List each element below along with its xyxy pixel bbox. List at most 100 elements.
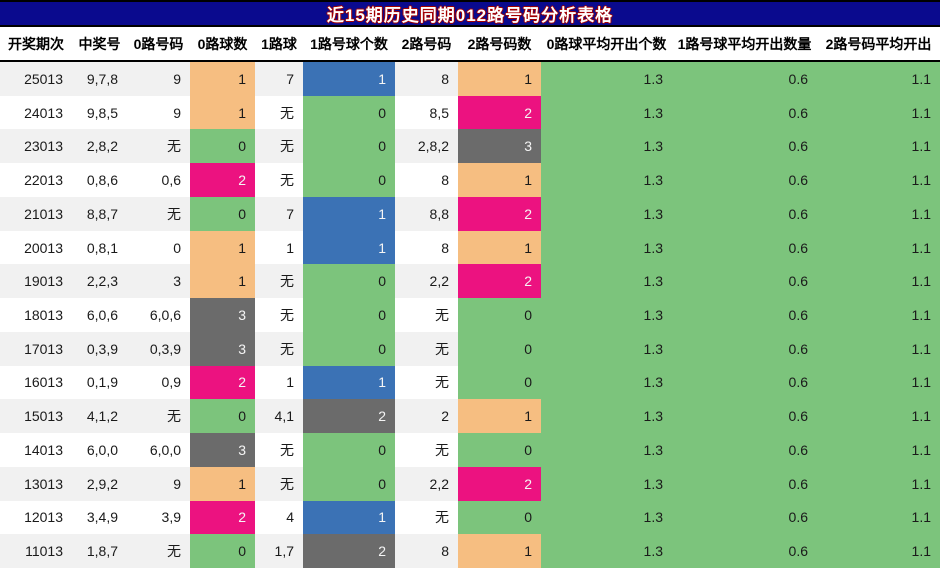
cell-n2: 0	[458, 331, 541, 366]
cell-win: 2,2,3	[86, 273, 118, 290]
table-row: 12013 3,4,9 3,9 2 4 1 无 0 1.3 0.6 1.1	[0, 500, 940, 535]
table-row: 20013 0,8,1 0 1 1 1 8 1 1.3 0.6 1.1	[0, 230, 940, 265]
cell-n2: 3	[458, 129, 541, 164]
cell-avg0: 1.3	[541, 466, 672, 501]
cell-avg1: 0.6	[672, 62, 817, 96]
cell-n0: 0	[190, 196, 255, 231]
cell-win: 8,8,7	[86, 205, 118, 222]
cell-r0: 3	[173, 273, 181, 290]
cell-n0: 1	[190, 95, 255, 130]
cell-win: 9,7,8	[86, 70, 118, 87]
cell-win: 6,0,6	[86, 307, 118, 323]
cell-n0: 1	[190, 230, 255, 265]
cell-n1: 2	[303, 534, 395, 568]
cell-period: 20013	[24, 239, 63, 256]
cell-period: 23013	[24, 138, 63, 155]
cell-avg1: 0.6	[672, 500, 817, 535]
cell-n0: 3	[190, 433, 255, 467]
cell-period: 18013	[24, 307, 63, 323]
table-row: 19013 2,2,3 3 1 无 0 2,2 2 1.3 0.6 1.1	[0, 264, 940, 299]
cell-period: 24013	[24, 104, 63, 121]
cell-n1: 0	[303, 163, 395, 197]
cell-b1: 7	[286, 205, 294, 222]
cell-n0: 2	[190, 365, 255, 400]
cell-avg2: 1.1	[817, 129, 940, 164]
column-header-n2: 2路号码数	[467, 35, 532, 52]
cell-b1: 7	[286, 70, 294, 87]
cell-avg1: 0.6	[672, 163, 817, 197]
cell-n2: 2	[458, 264, 541, 299]
cell-n0: 3	[190, 298, 255, 332]
table-row: 17013 0,3,9 0,3,9 3 无 0 无 0 1.3 0.6 1.1	[0, 331, 940, 366]
cell-r2: 8	[441, 239, 449, 256]
cell-n0: 1	[190, 466, 255, 501]
cell-r0: 0,9	[161, 374, 181, 391]
cell-r2: 2,2	[429, 273, 449, 290]
cell-r0: 0	[173, 239, 181, 256]
cell-n1: 1	[303, 230, 395, 265]
cell-r2: 无	[435, 374, 449, 391]
table-row: 16013 0,1,9 0,9 2 1 1 无 0 1.3 0.6 1.1	[0, 365, 940, 400]
cell-avg1: 0.6	[672, 129, 817, 164]
cell-win: 9,8,5	[86, 104, 118, 121]
cell-r2: 8	[441, 172, 449, 189]
cell-n0: 0	[190, 129, 255, 164]
cell-avg2: 1.1	[817, 264, 940, 299]
cell-n2: 2	[458, 466, 541, 501]
cell-win: 2,8,2	[86, 138, 118, 155]
cell-n1: 0	[303, 95, 395, 130]
cell-period: 16013	[24, 374, 63, 391]
cell-avg1: 0.6	[672, 298, 817, 332]
cell-period: 21013	[24, 205, 63, 222]
cell-avg2: 1.1	[817, 433, 940, 467]
table-row: 22013 0,8,6 0,6 2 无 0 8 1 1.3 0.6 1.1	[0, 163, 940, 197]
table-row: 24013 9,8,5 9 1 无 0 8,5 2 1.3 0.6 1.1	[0, 95, 940, 130]
cell-avg2: 1.1	[817, 62, 940, 96]
cell-avg1: 0.6	[672, 196, 817, 231]
column-header-avg1: 1路号球平均开出数量	[677, 35, 812, 52]
cell-period: 12013	[24, 509, 63, 526]
cell-n1: 0	[303, 264, 395, 299]
cell-n2: 2	[458, 95, 541, 130]
cell-period: 22013	[24, 172, 63, 189]
column-header-r2: 2路号码	[401, 35, 452, 52]
table-row: 23013 2,8,2 无 0 无 0 2,8,2 3 1.3 0.6 1.1	[0, 129, 940, 164]
cell-n1: 0	[303, 298, 395, 332]
cell-period: 13013	[24, 475, 63, 492]
cell-avg2: 1.1	[817, 163, 940, 197]
cell-n1: 1	[303, 365, 395, 400]
cell-avg2: 1.1	[817, 399, 940, 434]
cell-b1: 无	[280, 172, 294, 189]
cell-b1: 4,1	[274, 408, 294, 425]
cell-r2: 无	[435, 509, 449, 526]
cell-avg0: 1.3	[541, 500, 672, 535]
cell-n0: 1	[190, 62, 255, 96]
cell-r2: 8	[441, 70, 449, 87]
cell-avg1: 0.6	[672, 365, 817, 400]
table-row: 11013 1,8,7 无 0 1,7 2 8 1 1.3 0.6 1.1	[0, 534, 940, 568]
cell-n2: 1	[458, 62, 541, 96]
cell-r0: 6,0,6	[149, 307, 181, 323]
cell-avg0: 1.3	[541, 365, 672, 400]
cell-win: 4,1,2	[86, 408, 118, 425]
cell-win: 0,1,9	[86, 374, 118, 391]
cell-b1: 无	[280, 441, 294, 458]
table-body: 25013 9,7,8 9 1 7 1 8 1 1.3 0.6 1.1 24013 9,8,5 9 1 无 0 8…	[0, 62, 940, 568]
table-row: 25013 9,7,8 9 1 7 1 8 1 1.3 0.6 1.1	[0, 62, 940, 96]
cell-avg2: 1.1	[817, 331, 940, 366]
table-row: 18013 6,0,6 6,0,6 3 无 0 无 0 1.3 0.6 1.1	[0, 298, 940, 332]
cell-r0: 6,0,0	[149, 441, 181, 458]
cell-avg0: 1.3	[541, 331, 672, 366]
cell-avg0: 1.3	[541, 230, 672, 265]
cell-n1: 0	[303, 331, 395, 366]
cell-avg1: 0.6	[672, 534, 817, 568]
cell-win: 0,3,9	[86, 340, 118, 357]
cell-b1: 4	[286, 509, 294, 526]
cell-period: 17013	[24, 340, 63, 357]
cell-avg0: 1.3	[541, 433, 672, 467]
cell-avg1: 0.6	[672, 264, 817, 299]
cell-avg1: 0.6	[672, 331, 817, 366]
cell-b1: 无	[280, 340, 294, 357]
cell-r0: 9	[173, 475, 181, 492]
column-header-n0: 0路球数	[197, 35, 248, 52]
